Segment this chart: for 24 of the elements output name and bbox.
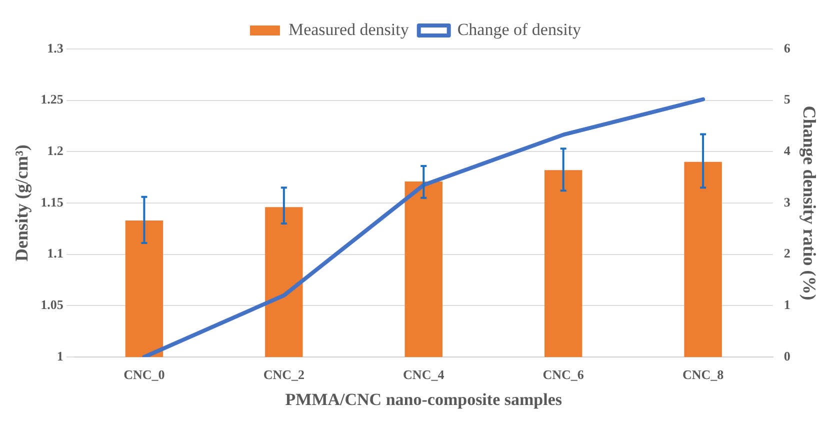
- x-tick-label: CNC_0: [124, 367, 165, 382]
- x-axis-title: PMMA/CNC nano-composite samples: [285, 390, 562, 410]
- legend-label: Change of density: [457, 20, 582, 39]
- x-tick-label: CNC_2: [263, 367, 304, 382]
- x-tick-label: CNC_6: [542, 367, 584, 382]
- y2-tick-label: 0: [784, 348, 790, 364]
- y2-tick-label: 2: [784, 246, 790, 261]
- y-tick-label: 1.1: [47, 246, 64, 261]
- x-tick-label: CNC_4: [403, 367, 445, 382]
- y-tick-label: 1.15: [40, 194, 64, 210]
- x-tick-label: CNC_8: [682, 367, 724, 382]
- y2-tick-label: 4: [784, 143, 791, 158]
- y-axis-title: Density (g/cm³): [11, 144, 32, 262]
- y-tick-label: 1.2: [47, 143, 64, 158]
- y2-tick-label: 5: [784, 92, 791, 107]
- y2-tick-label: 1: [784, 297, 790, 312]
- y-tick-label: 1.25: [40, 92, 64, 107]
- y-tick-label: 1.05: [40, 297, 64, 312]
- y-tick-label: 1: [56, 348, 64, 364]
- y-tick-label: 1.3: [47, 40, 64, 56]
- legend-label: Measured density: [288, 20, 410, 39]
- y2-tick-label: 3: [784, 194, 791, 210]
- y2-tick-label: 6: [784, 40, 791, 56]
- y2-axis-title: Change density ratio (%): [800, 106, 820, 300]
